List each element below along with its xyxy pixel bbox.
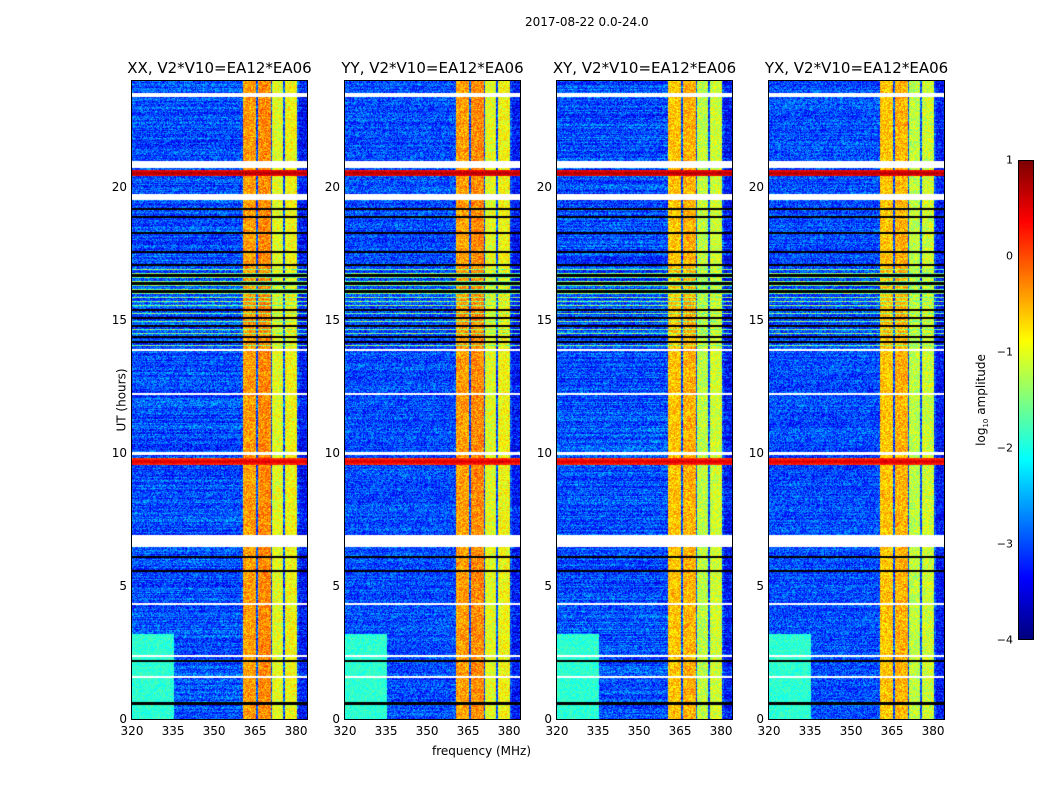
y-tick-label: 20	[748, 180, 764, 195]
spectrogram-heatmap	[769, 81, 944, 719]
y-tick-label: 5	[756, 579, 764, 594]
y-tick-label: 15	[111, 313, 127, 328]
x-axis-label: frequency (MHz)	[432, 744, 532, 758]
y-tick-label: 5	[544, 579, 552, 594]
y-tick-label: 0	[119, 712, 127, 726]
x-tick-label: 380	[709, 724, 733, 738]
spectrogram-heatmap	[557, 81, 732, 719]
x-tick-label: 350	[415, 724, 439, 738]
x-tick-label: 365	[668, 724, 692, 738]
colorbar-tick-label: −2	[996, 441, 1013, 455]
y-tick-label: 15	[536, 313, 552, 328]
x-tick-label: 350	[202, 724, 226, 738]
x-tick-label: 335	[798, 724, 822, 738]
x-tick-label: 380	[284, 724, 308, 738]
y-tick-label: 10	[324, 446, 340, 461]
colorbar-tick-label: 1	[1006, 153, 1013, 167]
x-tick-label: 380	[921, 724, 945, 738]
spectrogram-panel-2	[556, 80, 733, 720]
y-tick-label: 0	[544, 712, 552, 726]
spectrogram-panel-0	[131, 80, 308, 720]
panel-title: XY, V2*V10=EA12*EA06	[552, 59, 737, 77]
x-tick-label: 320	[757, 724, 781, 738]
x-tick-label: 335	[161, 724, 185, 738]
panel-title: YX, V2*V10=EA12*EA06	[764, 59, 949, 77]
x-tick-label: 365	[880, 724, 904, 738]
y-tick-label: 15	[324, 313, 340, 328]
y-tick-label: 10	[536, 446, 552, 461]
x-tick-label: 380	[497, 724, 521, 738]
figure-title: 2017-08-22 0.0-24.0	[525, 15, 649, 29]
y-tick-label: 20	[536, 180, 552, 195]
y-tick-label: 10	[111, 446, 127, 461]
y-tick-label: 5	[332, 579, 340, 594]
y-tick-label: 20	[324, 180, 340, 195]
x-tick-label: 365	[456, 724, 480, 738]
colorbar-tick-label: −3	[996, 537, 1013, 551]
colorbar-label: log10 amplitude	[973, 354, 991, 446]
spectrogram-heatmap	[345, 81, 520, 719]
x-tick-label: 335	[586, 724, 610, 738]
x-tick-label: 350	[627, 724, 651, 738]
y-tick-label: 5	[119, 579, 127, 594]
spectrogram-panel-3	[768, 80, 945, 720]
colorbar-tick-label: −4	[996, 633, 1013, 647]
spectrogram-heatmap	[132, 81, 307, 719]
panel-title: XX, V2*V10=EA12*EA06	[127, 59, 312, 77]
colorbar-tick-label: 0	[1006, 249, 1013, 263]
x-tick-label: 320	[333, 724, 357, 738]
x-tick-label: 320	[120, 724, 144, 738]
x-tick-label: 335	[374, 724, 398, 738]
y-tick-label: 0	[756, 712, 764, 726]
x-tick-label: 320	[545, 724, 569, 738]
y-axis-label: UT (hours)	[114, 368, 129, 432]
y-tick-label: 15	[748, 313, 764, 328]
spectrogram-panel-1	[344, 80, 521, 720]
x-tick-label: 365	[243, 724, 267, 738]
x-tick-label: 350	[839, 724, 863, 738]
panel-title: YY, V2*V10=EA12*EA06	[341, 59, 524, 77]
y-tick-label: 10	[748, 446, 764, 461]
y-tick-label: 20	[111, 180, 127, 195]
colorbar	[1018, 160, 1034, 640]
colorbar-tick-label: −1	[996, 345, 1013, 359]
y-tick-label: 0	[332, 712, 340, 726]
